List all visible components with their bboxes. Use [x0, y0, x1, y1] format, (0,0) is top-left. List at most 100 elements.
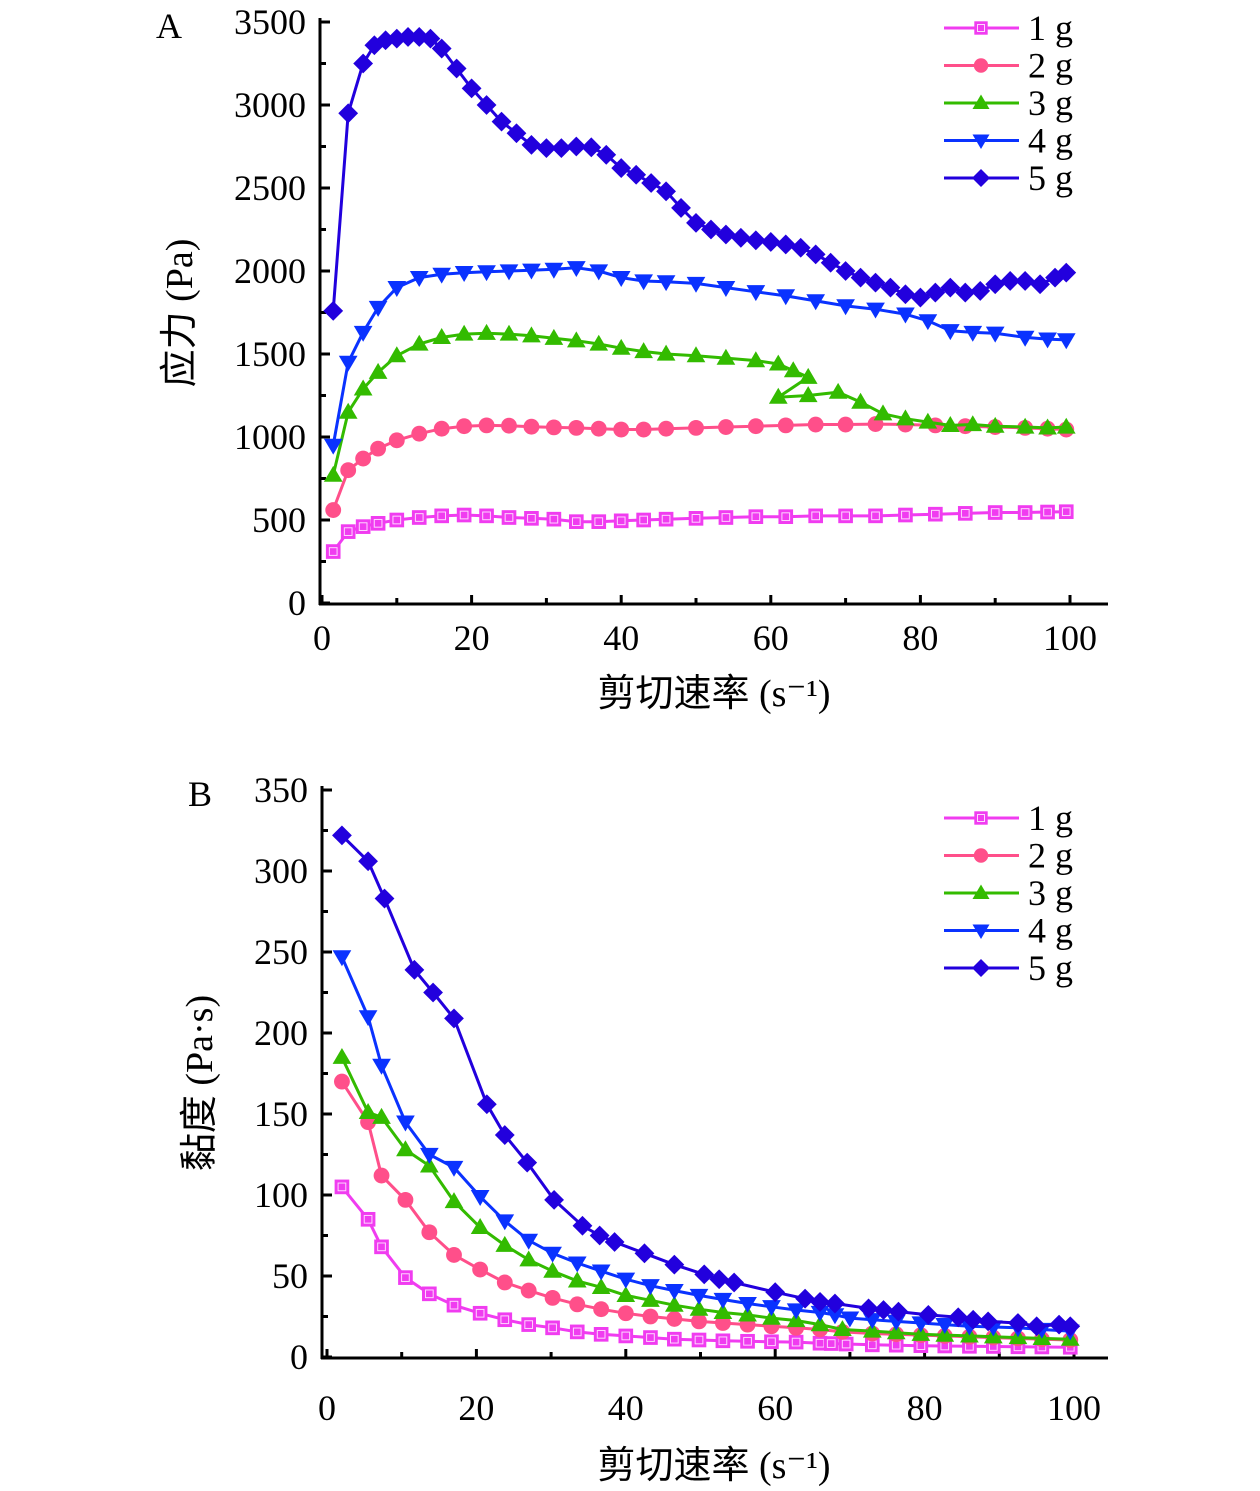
data-point: [1015, 330, 1035, 347]
data-point: [358, 851, 378, 872]
data-point: [658, 511, 674, 527]
series-5g: [332, 825, 1081, 1337]
data-point: [896, 307, 915, 324]
data-point: [325, 544, 341, 559]
panel-a-y-axis-title: 应力 (Pa): [159, 239, 201, 388]
data-point-inner: [437, 511, 447, 521]
data-point: [545, 419, 562, 436]
data-point: [1038, 418, 1057, 435]
data-point: [491, 111, 512, 132]
data-point: [477, 323, 496, 340]
data-point: [444, 1008, 464, 1029]
data-point-inner: [392, 515, 402, 525]
data-point: [636, 512, 651, 528]
data-point: [420, 28, 441, 49]
data-point: [825, 1293, 845, 1314]
legend-marker-icon: [974, 811, 988, 825]
data-point: [566, 331, 586, 348]
data-point: [713, 1292, 733, 1309]
data-point: [501, 417, 517, 434]
data-point: [372, 1107, 391, 1124]
series-line: [331, 35, 1067, 311]
data-point: [611, 158, 632, 178]
data-point: [896, 409, 915, 426]
data-point: [850, 267, 871, 288]
data-point: [388, 432, 405, 449]
data-point: [338, 103, 359, 124]
data-point: [332, 825, 352, 846]
data-point: [656, 275, 676, 292]
data-point: [374, 1239, 389, 1255]
data-point: [370, 516, 386, 531]
legend-marker-icon: [972, 94, 990, 109]
y-tick-label: 3000: [234, 85, 306, 125]
y-tick-label: 2500: [234, 168, 306, 208]
data-point: [691, 1313, 707, 1330]
legend-marker-icon: [973, 58, 989, 73]
data-point: [955, 282, 976, 303]
legend-marker-icon-inner: [977, 814, 985, 822]
data-point: [567, 1271, 587, 1288]
data-point: [596, 144, 617, 165]
data-point: [1008, 1313, 1028, 1333]
y-tick-label: 0: [288, 583, 306, 623]
data-point: [499, 264, 519, 281]
data-point: [730, 227, 751, 248]
data-point: [665, 1283, 684, 1300]
legend-marker-icon: [972, 884, 990, 899]
data-point: [798, 367, 818, 384]
x-tick-label: 40: [608, 1388, 644, 1428]
data-point: [566, 136, 587, 157]
data-point: [626, 164, 647, 185]
data-point: [358, 1103, 378, 1119]
data-point: [496, 1274, 513, 1291]
data-point: [810, 1315, 830, 1332]
data-point: [456, 418, 473, 435]
data-point: [634, 342, 653, 359]
data-point: [790, 237, 811, 258]
data-point: [591, 1277, 611, 1294]
data-point: [718, 419, 734, 435]
data-point: [805, 244, 826, 265]
data-point: [479, 508, 494, 524]
legend-entry: 5 g: [944, 948, 1073, 988]
data-point-inner: [358, 522, 368, 531]
data-point: [613, 421, 630, 438]
panel-a-label: A: [156, 6, 182, 46]
data-point: [456, 507, 472, 523]
data-point: [411, 510, 427, 525]
legend-entry: 1 g: [944, 8, 1073, 48]
data-point: [898, 507, 913, 523]
data-point: [935, 1318, 955, 1334]
data-point: [476, 1094, 497, 1115]
data-point-inner: [527, 513, 536, 523]
legend-label: 2 g: [1028, 46, 1073, 86]
data-point: [836, 299, 855, 316]
data-point: [323, 465, 343, 482]
data-point: [888, 1301, 909, 1322]
data-point: [635, 421, 652, 438]
data-point: [641, 1279, 660, 1296]
data-point-inner: [960, 509, 970, 518]
y-tick-label: 200: [254, 1013, 308, 1053]
data-point: [716, 348, 736, 365]
data-point: [895, 284, 916, 305]
legend-label: 1 g: [1028, 798, 1073, 838]
data-point: [546, 511, 562, 527]
data-point: [536, 138, 557, 159]
data-point: [911, 1324, 931, 1341]
data-point: [1049, 1314, 1069, 1335]
data-point-inner: [718, 1336, 728, 1346]
data-point-inner: [482, 511, 491, 521]
data-point: [355, 450, 372, 467]
data-point-inner: [751, 512, 761, 522]
data-point: [873, 404, 893, 421]
data-point: [1056, 262, 1077, 283]
data-point: [985, 326, 1005, 343]
data-point-inner: [661, 514, 671, 524]
data-point: [716, 224, 736, 245]
y-tick-label: 3500: [234, 2, 306, 42]
data-point: [768, 387, 788, 404]
data-point: [543, 1246, 562, 1263]
legend-label: 3 g: [1028, 83, 1073, 123]
